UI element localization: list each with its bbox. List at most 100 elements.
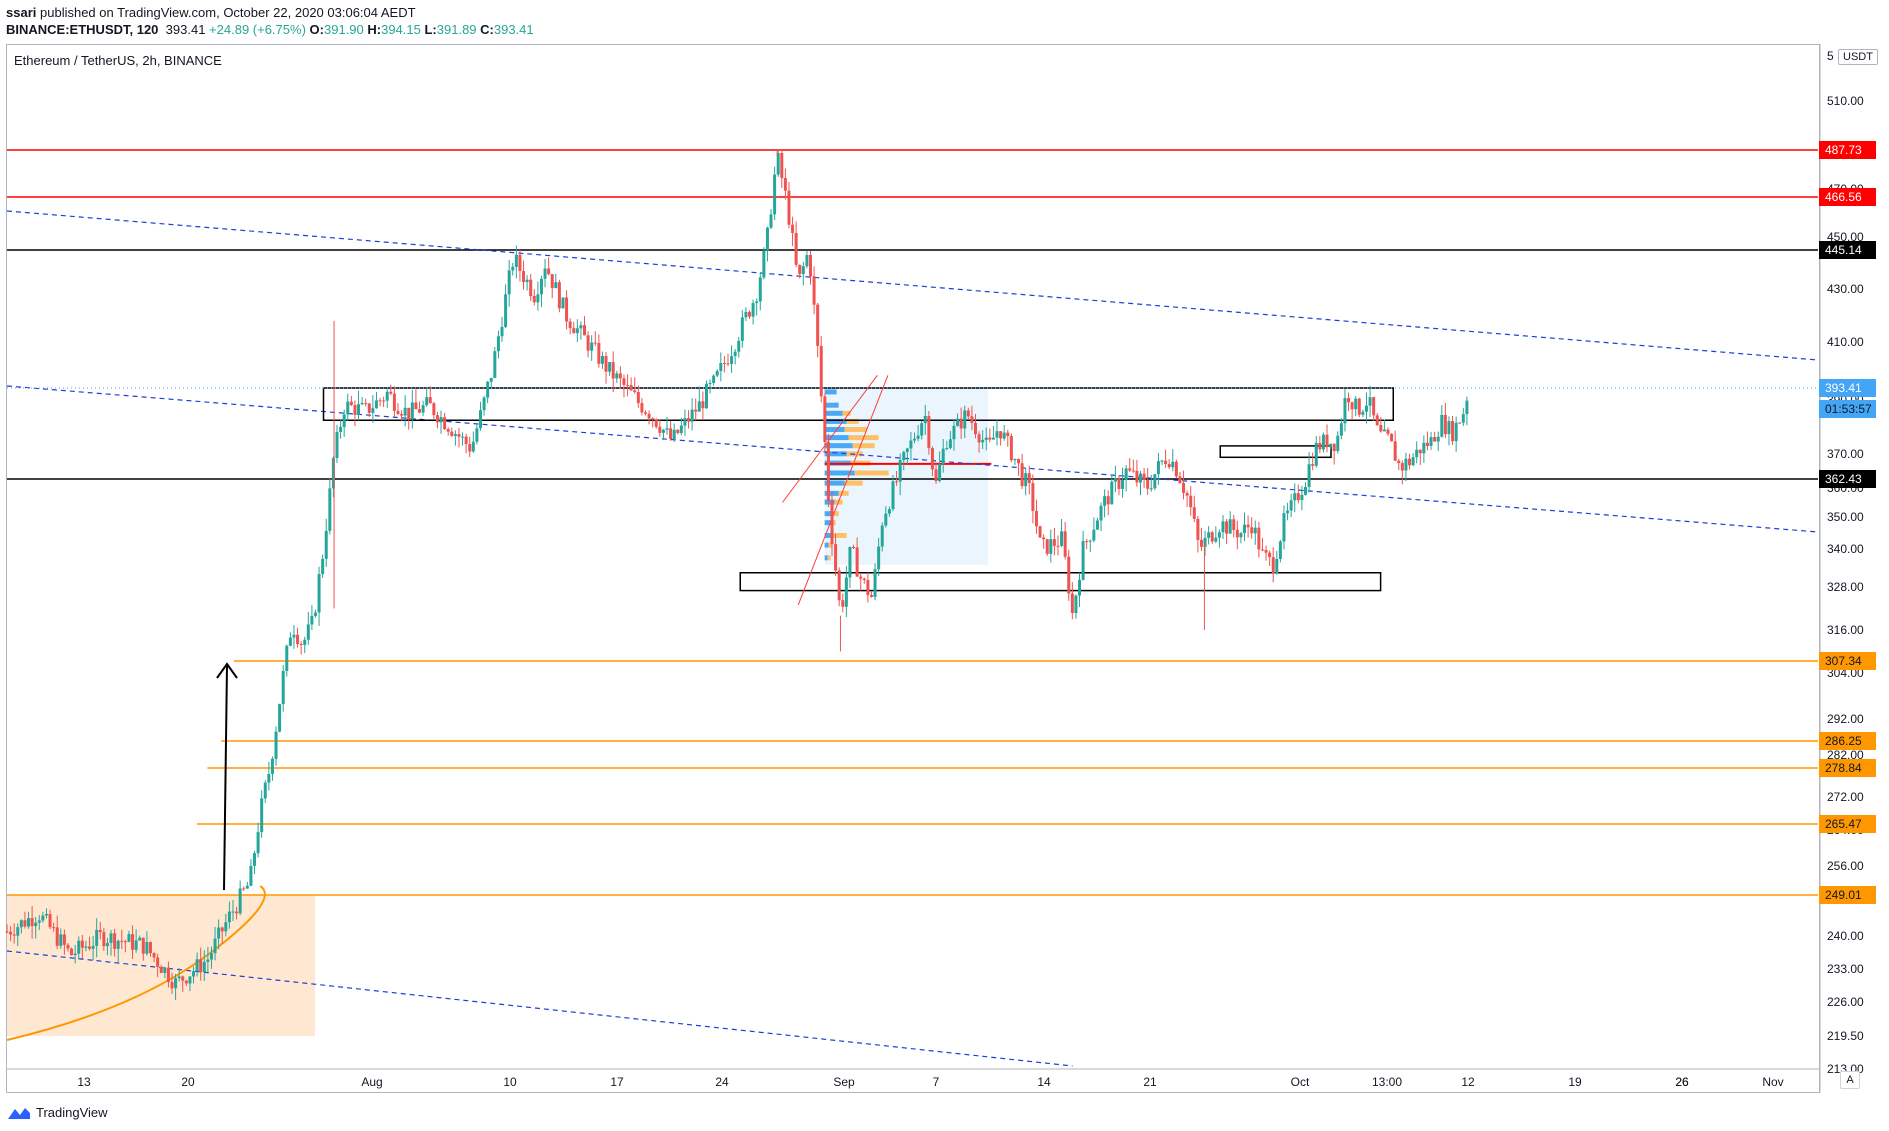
publish-bar: ssari published on TradingView.com, Octo…: [0, 0, 1889, 38]
price-label[interactable]: 01:53:57: [1825, 402, 1872, 416]
candle-body: [238, 888, 242, 914]
candle-body: [1361, 411, 1365, 415]
candle-body: [138, 937, 142, 941]
candle-body: [999, 431, 1003, 439]
time-axis-tick: 26: [1675, 1075, 1689, 1089]
candle-body: [909, 440, 913, 449]
support-zone-box[interactable]: [739, 572, 1382, 592]
volume-profile-bar: [824, 389, 837, 395]
time-axis-tick: Sep: [833, 1075, 855, 1089]
volume-profile-bar-secondary: [827, 555, 831, 561]
candle-body: [306, 624, 310, 640]
trendline-lower[interactable]: [6, 950, 1073, 1067]
candle-body: [116, 940, 120, 949]
candle-body: [1128, 468, 1132, 471]
candle-body: [1074, 595, 1078, 614]
price-axis-tick: 370.00: [1827, 447, 1864, 461]
candle-body: [1235, 529, 1239, 538]
candle-body: [913, 438, 917, 441]
price-label[interactable]: 265.47: [1825, 817, 1862, 831]
candle-body: [1038, 526, 1042, 538]
candle-body: [267, 773, 271, 783]
candle-body: [977, 434, 981, 443]
candle-body: [647, 413, 651, 419]
price-label[interactable]: 487.73: [1825, 143, 1862, 157]
candle-body: [823, 396, 827, 442]
candle-body: [973, 422, 977, 435]
price-label[interactable]: 393.41: [1825, 381, 1862, 395]
candle-body: [525, 279, 529, 283]
auto-scale-button[interactable]: A: [1840, 1071, 1860, 1089]
candle-body: [1325, 434, 1329, 448]
resistance-zone-box[interactable]: [322, 387, 1395, 421]
candle-body: [439, 417, 443, 423]
price-label[interactable]: 466.56: [1825, 190, 1862, 204]
arrow-shaft[interactable]: [223, 665, 228, 891]
time-axis-tick: 20: [181, 1075, 195, 1089]
candle-body: [249, 865, 253, 886]
price-axis-tick: 5: [1827, 49, 1834, 63]
candle-body: [256, 832, 260, 854]
candle-body: [1250, 527, 1254, 534]
candle-body: [91, 945, 95, 949]
candle-body: [1243, 524, 1247, 534]
trendline-upper[interactable]: [6, 210, 1819, 361]
price-label[interactable]: 278.84: [1825, 761, 1862, 775]
candle-body: [956, 418, 960, 426]
author-name[interactable]: ssari: [6, 5, 37, 20]
volume-profile-bar: [824, 533, 831, 538]
candle-body: [478, 410, 482, 429]
candle-body: [1425, 442, 1429, 446]
candle-body: [798, 264, 802, 275]
candle-body: [1221, 521, 1225, 533]
candle-body: [1146, 479, 1150, 489]
candle-body: [392, 393, 396, 411]
candle-body: [565, 297, 569, 322]
price-label[interactable]: 249.01: [1825, 888, 1862, 902]
trendline-middle[interactable]: [6, 385, 1819, 533]
candle-body: [959, 418, 963, 429]
candle-body: [920, 423, 924, 436]
candle-body: [378, 400, 382, 402]
candle-body: [848, 546, 852, 578]
candle-body: [374, 400, 378, 409]
candle-body: [425, 397, 429, 406]
candle-body: [1164, 460, 1168, 464]
price-label[interactable]: 286.25: [1825, 734, 1862, 748]
candle-body: [166, 967, 170, 983]
wedge-line-lower[interactable]: [797, 375, 889, 606]
currency-badge[interactable]: USDT: [1838, 49, 1878, 65]
candle-body: [396, 410, 400, 414]
price-label[interactable]: 445.14: [1825, 243, 1862, 257]
candle-body: [590, 342, 594, 351]
wedge-line-upper[interactable]: [782, 374, 878, 503]
candle-body: [1275, 558, 1279, 574]
tradingview-logo[interactable]: TradingView: [8, 1105, 108, 1120]
candle-body: [1045, 539, 1049, 554]
candle-body: [1092, 529, 1096, 541]
time-axis-tick: 19: [1568, 1075, 1582, 1089]
price-label[interactable]: 307.34: [1825, 654, 1862, 668]
candle-body: [127, 934, 131, 942]
candle-body: [697, 401, 701, 412]
candle-body: [1217, 532, 1221, 538]
candle-body: [855, 547, 859, 577]
candle-body: [1103, 496, 1107, 506]
candle-body: [765, 227, 769, 251]
candle-body: [1207, 532, 1211, 538]
candle-body: [715, 370, 719, 376]
candle-body: [34, 922, 38, 927]
consolidation-box[interactable]: [1219, 445, 1332, 459]
price-label[interactable]: 362.43: [1825, 472, 1862, 486]
candle-body: [1293, 493, 1297, 501]
candle-body: [902, 451, 906, 461]
candle-body: [504, 294, 508, 327]
candle-body: [1443, 414, 1447, 435]
candle-body: [1027, 473, 1031, 484]
time-axis-tick: Nov: [1762, 1075, 1783, 1089]
open-value: 391.90: [323, 22, 364, 37]
volume-profile-bar-secondary: [854, 470, 889, 476]
candle-body: [730, 356, 734, 364]
candle-body: [148, 942, 152, 954]
